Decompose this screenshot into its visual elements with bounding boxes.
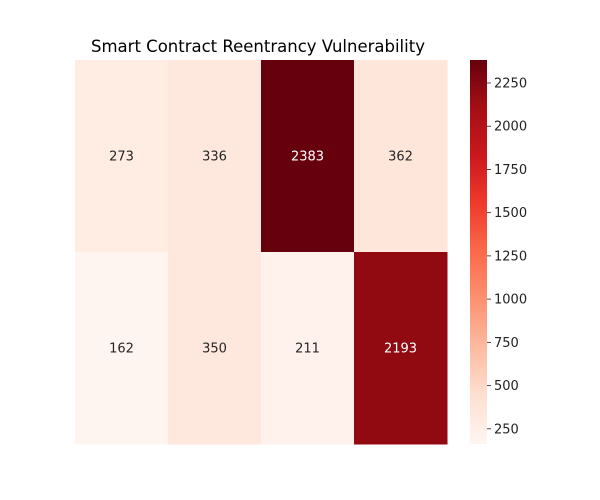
cell-value-label: 2383 [291, 150, 324, 165]
chart-title: Smart Contract Reentrancy Vulnerability [91, 37, 425, 56]
cell-value-label: 162 [109, 342, 134, 357]
colorbar-tick-label: 250 [494, 422, 519, 437]
cell-value-label: 336 [202, 150, 227, 165]
colorbar-tick-label: 2000 [494, 120, 527, 135]
heatmap-cells [75, 60, 448, 445]
colorbar-tick-label: 1250 [494, 249, 527, 264]
heatmap-cell [75, 60, 169, 253]
cell-value-label: 211 [295, 342, 320, 357]
colorbar-tick-label: 750 [494, 336, 519, 351]
heatmap-cell [168, 60, 262, 253]
cell-value-label: 273 [109, 150, 134, 165]
colorbar-tick-label: 1750 [494, 163, 527, 178]
colorbar-ticks: 250 500 750 1000 1250 1500 1750 2000 2250 [487, 76, 527, 437]
heatmap-cell [75, 252, 169, 445]
cell-value-label: 362 [388, 150, 413, 165]
heatmap-cell [168, 252, 262, 445]
heatmap-cell [261, 252, 355, 445]
heatmap-cell [354, 60, 448, 253]
colorbar-tick-label: 500 [494, 379, 519, 394]
cell-value-label: 350 [202, 342, 227, 357]
colorbar-tick-label: 1500 [494, 206, 527, 221]
colorbar [470, 60, 487, 444]
heatmap-cell-labels: 273 336 2383 362 162 350 211 2193 [109, 150, 417, 357]
cell-value-label: 2193 [384, 342, 417, 357]
heatmap-cell [261, 60, 355, 253]
colorbar-tick-label: 1000 [494, 293, 527, 308]
heatmap-cell [354, 252, 448, 445]
colorbar-tick-label: 2250 [494, 76, 527, 91]
